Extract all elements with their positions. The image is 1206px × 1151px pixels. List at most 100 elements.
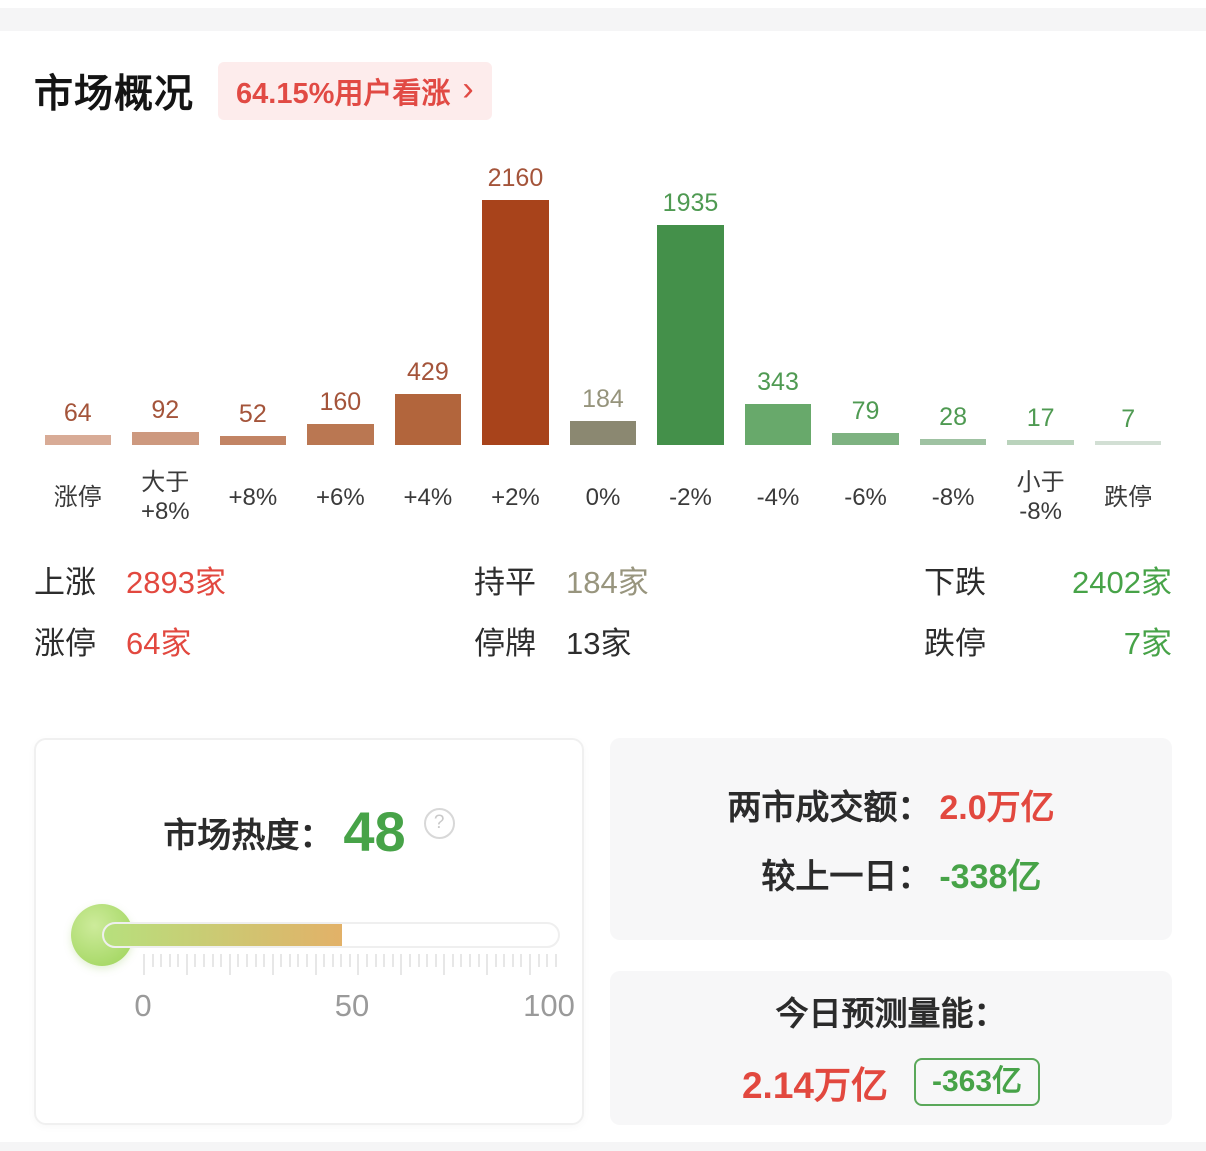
summary-value: 184家 (566, 565, 649, 600)
chevron-right-icon: › (462, 70, 474, 108)
heat-title-row: 市场热度： 48 ? (36, 804, 582, 860)
bar (482, 200, 549, 445)
bar-value-label: 184 (582, 385, 624, 413)
gauge-tick (228, 954, 231, 975)
summary-label: 涨停 (34, 626, 96, 661)
axis-label: +4% (403, 483, 453, 511)
market-heat-card: 市场热度： 48 ? 0 50 100 (34, 738, 584, 1125)
bar-column: 2160 (472, 164, 560, 445)
bar-column: 17 (997, 404, 1085, 445)
axis-label: -8% (931, 483, 975, 511)
axis-label: 涨停 (53, 483, 102, 511)
summary-label: 下跌 (924, 565, 986, 600)
gauge-fill (104, 924, 342, 946)
market-overview-section: 市场概况 64.15%用户看涨 › 64 92 52 160 429 2160 184 193… (0, 62, 1206, 1125)
bar-value-label: 160 (319, 388, 362, 416)
summary-value: 2893家 (126, 565, 226, 600)
help-icon[interactable]: ? (423, 807, 455, 839)
turnover-value: 2.0万亿 (939, 789, 1055, 827)
bar-value-label: 343 (757, 368, 799, 396)
gauge-tick (391, 954, 394, 967)
gauge-tick (554, 954, 557, 967)
market-summary: 上涨 2893家 持平 184家 下跌 2402家 涨停 64家 停牌 13家 跌停 7家 (34, 557, 1172, 663)
gauge-tick (160, 954, 163, 967)
gauge-tick (168, 954, 171, 967)
bar-column: 7 (1084, 405, 1172, 445)
axis-label: +8% (228, 483, 278, 511)
bottom-divider (0, 1142, 1206, 1151)
bullish-users-badge[interactable]: 64.15%用户看涨 › (218, 62, 492, 120)
heat-label: 市场热度： (163, 816, 334, 855)
summary-label: 上涨 (34, 565, 96, 600)
bar (44, 435, 112, 445)
summary-label: 持平 (474, 565, 536, 600)
bar (744, 404, 812, 445)
gauge-tick (408, 954, 411, 967)
bottom-cards: 市场热度： 48 ? 0 50 100 两市成交额： 2.0万亿 较上一日： -338… (34, 738, 1172, 1125)
bar (657, 225, 724, 445)
bar-column: 429 (384, 358, 472, 445)
bar (132, 432, 199, 445)
bar (1007, 440, 1074, 445)
gauge-scale-mid: 50 (334, 988, 370, 1023)
summary-value: 13家 (566, 626, 632, 661)
bar-value-label: 92 (151, 396, 180, 424)
bar-value-label: 1935 (662, 189, 719, 217)
bar-value-label: 17 (1026, 404, 1055, 432)
bar-column: 28 (909, 403, 997, 445)
heat-value: 48 (343, 800, 406, 863)
gauge-tick (143, 954, 145, 975)
axis-label: 大于 +8% (140, 469, 190, 525)
bar-value-label: 52 (238, 400, 267, 428)
turnover-value: -338亿 (939, 858, 1042, 896)
right-panels: 两市成交额： 2.0万亿 较上一日： -338亿 今日预测量能： 2.14万亿 -36… (610, 738, 1172, 1125)
gauge-tick (417, 954, 420, 967)
summary-label: 跌停 (924, 626, 986, 661)
gauge-tick (263, 954, 266, 967)
bar-column: 79 (822, 397, 910, 445)
turnover-rows: 两市成交额： 2.0万亿 较上一日： -338亿 (727, 780, 1054, 898)
bar (394, 394, 462, 445)
bullish-badge-label: 64.15%用户看涨 (236, 78, 451, 110)
axis-label: 跌停 (1104, 483, 1153, 511)
gauge-tick (426, 954, 429, 967)
bar-value-label: 28 (939, 403, 967, 431)
gauge-tick (220, 954, 223, 967)
forecast-delta-badge: -363亿 (913, 1057, 1041, 1107)
bar-value-label: 2160 (487, 164, 544, 192)
gauge-tick (443, 954, 446, 975)
bar (919, 439, 987, 445)
gauge-tick (520, 954, 523, 967)
top-divider (0, 8, 1206, 31)
bar-value-label: 7 (1121, 405, 1136, 433)
gauge-scale: 0 50 100 (71, 988, 574, 1028)
gauge-tick (323, 954, 326, 967)
gauge-tick (203, 954, 206, 967)
bar (832, 433, 899, 445)
chart-axis-labels: 涨停 大于 +8% +8% +6% +4% +2% 0% -2% -4% -6% -8% 小于 -8%… (34, 463, 1172, 533)
bar-value-label: 64 (63, 399, 92, 427)
gauge-tick (486, 954, 489, 975)
gauge-tick (383, 954, 386, 967)
bar-column: 92 (122, 396, 210, 445)
summary-value: 2402家 (1072, 565, 1172, 600)
axis-label: -4% (756, 483, 800, 511)
summary-cell: 持平 184家 (474, 557, 924, 602)
gauge-tick (537, 954, 540, 967)
bar-column: 160 (297, 388, 385, 445)
gauge-tick (511, 954, 514, 967)
forecast-label: 今日预测量能： (775, 995, 1007, 1032)
gauge-tick (477, 954, 480, 967)
gauge-tick (185, 954, 188, 975)
summary-cell: 涨停 64家 (34, 618, 474, 663)
gauge-tick (177, 954, 180, 967)
bar-value-label: 79 (851, 397, 880, 425)
gauge-tick (400, 954, 403, 975)
summary-cell: 下跌 2402家 (924, 557, 1172, 602)
gauge-tick (494, 954, 497, 967)
axis-label: 0% (585, 483, 621, 511)
gauge-tick (451, 954, 454, 967)
gauge-tick (348, 954, 351, 967)
bar (219, 436, 287, 445)
summary-value: 64家 (126, 626, 192, 661)
